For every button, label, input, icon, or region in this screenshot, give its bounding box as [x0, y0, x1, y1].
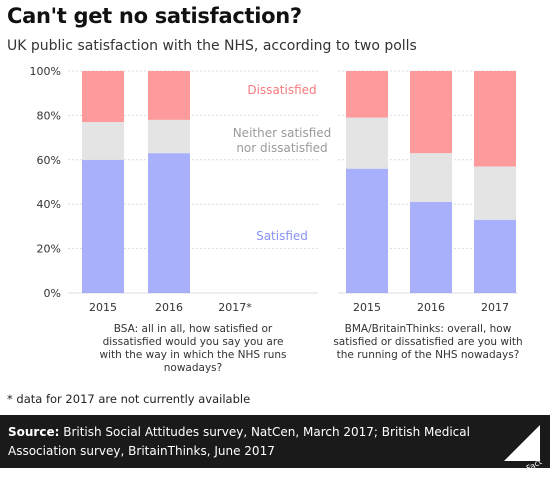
x-tick-label: 2015: [353, 301, 381, 314]
y-tick-label: 100%: [30, 65, 61, 78]
bar-satisfied-1-1: [410, 201, 452, 293]
bar-neither-0-1: [148, 119, 190, 154]
bar-satisfied-1-0: [346, 168, 388, 293]
panel-caption-line: nowadays?: [164, 362, 222, 374]
x-tick-label: 2015: [89, 301, 117, 314]
bar-dissatisfied-1-1: [410, 71, 452, 154]
bar-satisfied-0-0: [82, 159, 124, 293]
y-tick-label: 20%: [37, 243, 61, 256]
bar-dissatisfied-1-2: [474, 71, 516, 167]
panel-caption-line: BMA/BritainThinks: overall, how: [345, 323, 512, 335]
panel-caption-line: with the way in which the NHS runs: [99, 349, 286, 361]
y-tick-label: 80%: [37, 109, 61, 122]
source-label: Source:: [8, 425, 60, 439]
footnote: * data for 2017 are not currently availa…: [7, 392, 251, 406]
source-text: Source: British Social Attitudes survey,…: [8, 423, 478, 461]
panel-caption-line: dissatisfied would you say you are: [103, 336, 284, 348]
panel-caption-line: satisfied or dissatisfied are you with: [333, 336, 522, 348]
panel-caption-line: BSA: all in all, how satisfied or: [114, 323, 273, 335]
full-fact-logo-icon: [504, 425, 540, 461]
label-neither-line2: nor dissatisfied: [236, 141, 327, 155]
bar-satisfied-1-2: [474, 219, 516, 293]
chart-subtitle: UK public satisfaction with the NHS, acc…: [7, 38, 417, 54]
label-dissatisfied: Dissatisfied: [247, 83, 316, 97]
bar-dissatisfied-0-0: [82, 71, 124, 123]
y-tick-label: 0%: [44, 287, 61, 300]
x-tick-label: 2016: [417, 301, 445, 314]
panel-caption-line: the running of the NHS nowadays?: [337, 349, 520, 361]
label-neither-line1: Neither satisfied: [233, 126, 332, 140]
bar-dissatisfied-0-1: [148, 71, 190, 120]
bar-dissatisfied-1-0: [346, 71, 388, 118]
chart-title: Can't get no satisfaction?: [7, 4, 302, 28]
y-tick-label: 60%: [37, 154, 61, 167]
bar-neither-1-0: [346, 117, 388, 169]
x-tick-label: 2017: [481, 301, 509, 314]
bar-neither-1-2: [474, 166, 516, 220]
bar-neither-0-0: [82, 122, 124, 160]
y-tick-label: 40%: [37, 198, 61, 211]
bar-neither-1-1: [410, 153, 452, 202]
stacked-bar-chart: 0% 20% 40% 60% 80% 100% 2015 2016 2017* BSA: all …: [30, 65, 523, 374]
source-citation: British Social Attitudes survey, NatCen,…: [8, 425, 470, 458]
bar-satisfied-0-1: [148, 153, 190, 293]
x-tick-label: 2017*: [218, 301, 252, 314]
label-satisfied: Satisfied: [256, 229, 308, 243]
x-tick-label: 2016: [155, 301, 183, 314]
source-footer: Source: British Social Attitudes survey,…: [0, 415, 550, 481]
